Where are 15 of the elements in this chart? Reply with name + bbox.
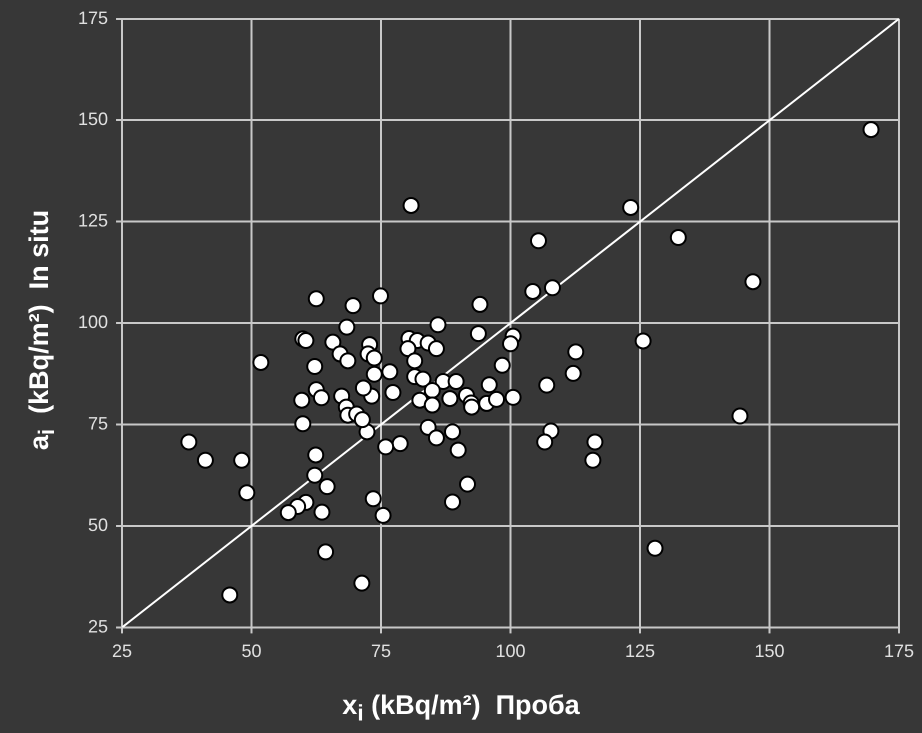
x-axis-title: x$_{i}$ (kBq/m²) Проба: [341, 690, 581, 726]
x-tick-label: 25: [112, 641, 132, 662]
x-tick-label: 50: [242, 641, 262, 662]
y-tick-label: 100: [78, 312, 108, 332]
x-tick-label: 175: [884, 641, 914, 662]
y-tick-label: 75: [88, 414, 108, 434]
x-tick-label: 75: [371, 641, 392, 662]
x-tick-label: 125: [624, 641, 656, 662]
y-tick-label: 125: [78, 210, 108, 231]
y-tick-label: 175: [78, 8, 108, 28]
y-tick-label: 25: [88, 616, 108, 636]
y-tick-label: 50: [88, 514, 108, 535]
y-tick-label: 150: [78, 109, 108, 130]
x-tick-label: 100: [495, 641, 526, 662]
x-tick-label: 150: [754, 641, 785, 662]
